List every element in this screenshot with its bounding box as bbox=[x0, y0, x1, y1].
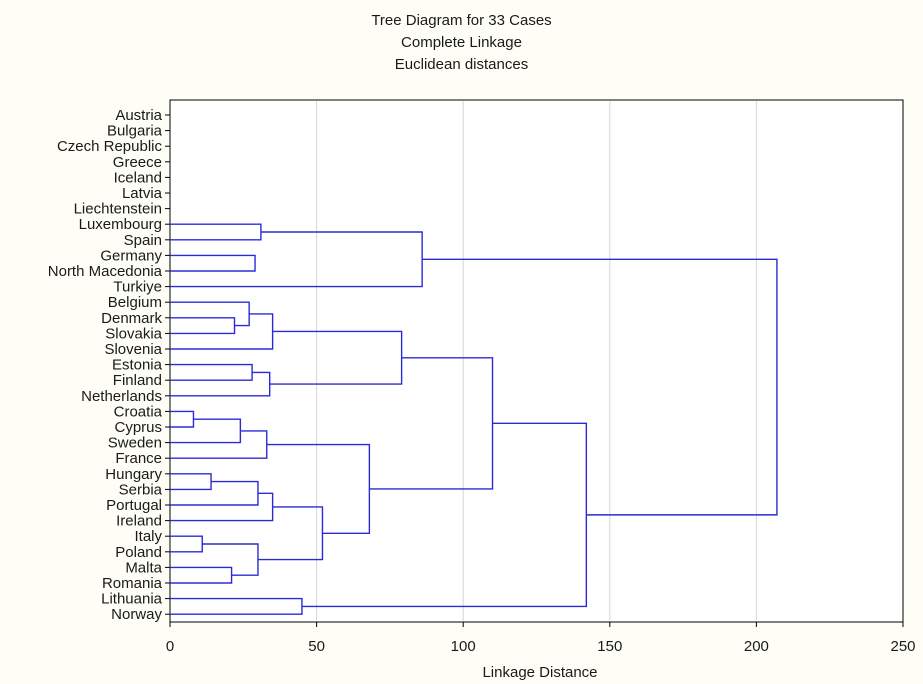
chart-title: Tree Diagram for 33 Cases bbox=[371, 12, 552, 29]
leaf-label: Serbia bbox=[119, 481, 163, 498]
x-tick-label: 200 bbox=[744, 638, 769, 655]
x-tick-label: 150 bbox=[597, 638, 622, 655]
leaf-label: Slovenia bbox=[104, 341, 162, 358]
chart-subtitle-distance: Euclidean distances bbox=[394, 56, 529, 73]
leaf-label: Czech Republic bbox=[57, 138, 163, 155]
dendrogram-link bbox=[422, 258, 778, 516]
leaf-label: Cyprus bbox=[114, 419, 162, 436]
x-tick-label: 50 bbox=[308, 638, 325, 655]
leaf-label: Norway bbox=[111, 606, 162, 623]
x-axis-label: Linkage Distance bbox=[482, 664, 598, 681]
dendrogram-link bbox=[170, 254, 256, 272]
leaf-label: Hungary bbox=[105, 466, 162, 483]
x-tick-label: 250 bbox=[890, 638, 915, 655]
leaf-label: Lithuania bbox=[101, 591, 163, 608]
leaf-label: Malta bbox=[125, 559, 162, 576]
leaf-label: Germany bbox=[100, 247, 162, 264]
leaf-label: Estonia bbox=[112, 357, 163, 374]
leaf-label: Denmark bbox=[101, 310, 162, 327]
leaf-label: Liechtenstein bbox=[74, 201, 162, 218]
x-tick-label: 100 bbox=[451, 638, 476, 655]
leaf-label: France bbox=[115, 450, 162, 467]
leaf-label: Portugal bbox=[106, 497, 162, 514]
leaf-label: Belgium bbox=[108, 294, 162, 311]
leaf-label: Croatia bbox=[114, 403, 163, 420]
x-tick-label: 0 bbox=[166, 638, 174, 655]
leaf-label: Greece bbox=[113, 154, 162, 171]
leaf-label: Italy bbox=[134, 528, 162, 545]
leaf-label: Luxembourg bbox=[79, 216, 162, 233]
leaf-label: North Macedonia bbox=[48, 263, 163, 280]
leaf-label: Austria bbox=[115, 107, 162, 124]
leaf-label: Bulgaria bbox=[107, 123, 163, 140]
chart-subtitle-linkage: Complete Linkage bbox=[401, 34, 522, 51]
leaf-label: Ireland bbox=[116, 513, 162, 530]
leaf-label: Spain bbox=[124, 232, 162, 249]
leaf-label: Iceland bbox=[114, 169, 162, 186]
leaf-label: Latvia bbox=[122, 185, 163, 202]
leaf-label: Poland bbox=[115, 544, 162, 561]
leaf-label: Netherlands bbox=[81, 388, 162, 405]
leaf-label: Romania bbox=[102, 575, 163, 592]
leaf-label: Sweden bbox=[108, 435, 162, 452]
leaf-label: Turkiye bbox=[113, 279, 162, 296]
leaf-label: Slovakia bbox=[105, 325, 162, 342]
plot-area bbox=[169, 99, 904, 623]
leaf-label: Finland bbox=[113, 372, 162, 389]
chart-titles: Tree Diagram for 33 Cases Complete Linka… bbox=[0, 10, 923, 76]
